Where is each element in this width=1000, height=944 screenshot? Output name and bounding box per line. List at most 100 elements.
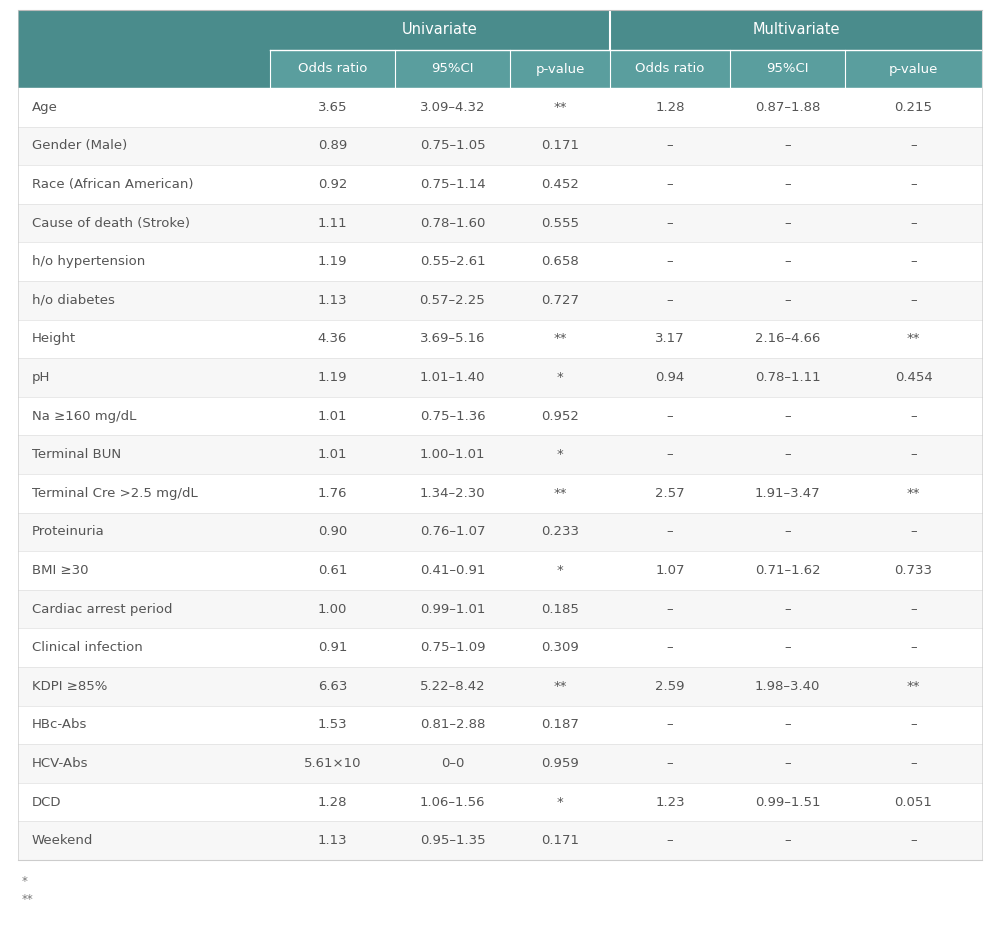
Text: Odds ratio: Odds ratio — [298, 62, 367, 76]
Text: 0.75–1.36: 0.75–1.36 — [420, 410, 485, 423]
Text: 3.17: 3.17 — [655, 332, 685, 346]
Text: 0.187: 0.187 — [541, 718, 579, 732]
Text: 3.09–4.32: 3.09–4.32 — [420, 101, 485, 114]
Text: –: – — [667, 140, 673, 152]
Text: –: – — [667, 294, 673, 307]
Text: 0.57–2.25: 0.57–2.25 — [420, 294, 485, 307]
Text: 1.28: 1.28 — [655, 101, 685, 114]
Text: –: – — [910, 140, 917, 152]
Bar — [510, 50, 610, 88]
Text: 0.233: 0.233 — [541, 526, 579, 538]
Text: –: – — [910, 216, 917, 229]
Text: 0.75–1.09: 0.75–1.09 — [420, 641, 485, 654]
Text: 0.171: 0.171 — [541, 834, 579, 847]
Bar — [18, 705, 982, 744]
Text: 0.733: 0.733 — [895, 564, 932, 577]
Bar — [18, 821, 982, 860]
Text: 0.90: 0.90 — [318, 526, 347, 538]
Text: 2.16–4.66: 2.16–4.66 — [755, 332, 820, 346]
Text: Gender (Male): Gender (Male) — [32, 140, 127, 152]
Text: –: – — [910, 718, 917, 732]
Bar — [18, 783, 982, 821]
Text: –: – — [667, 718, 673, 732]
Bar — [18, 629, 982, 667]
Text: 0.75–1.14: 0.75–1.14 — [420, 178, 485, 191]
Text: Multivariate: Multivariate — [752, 23, 840, 38]
Text: –: – — [910, 255, 917, 268]
Text: –: – — [784, 410, 791, 423]
Text: –: – — [667, 834, 673, 847]
Bar — [18, 396, 982, 435]
Text: Clinical infection: Clinical infection — [32, 641, 143, 654]
Text: –: – — [910, 294, 917, 307]
Text: 0.99–1.51: 0.99–1.51 — [755, 796, 820, 809]
Text: –: – — [667, 410, 673, 423]
Text: –: – — [784, 140, 791, 152]
Text: 1.00: 1.00 — [318, 602, 347, 615]
Text: h/o diabetes: h/o diabetes — [32, 294, 115, 307]
Text: Proteinuria: Proteinuria — [32, 526, 105, 538]
Text: –: – — [667, 448, 673, 462]
Text: 0.555: 0.555 — [541, 216, 579, 229]
Bar — [18, 126, 982, 165]
Text: 0.87–1.88: 0.87–1.88 — [755, 101, 820, 114]
Text: 0.81–2.88: 0.81–2.88 — [420, 718, 485, 732]
Text: 0.55–2.61: 0.55–2.61 — [420, 255, 485, 268]
Text: *: * — [557, 564, 563, 577]
Text: KDPI ≥85%: KDPI ≥85% — [32, 680, 107, 693]
Text: 1.19: 1.19 — [318, 255, 347, 268]
Text: –: – — [784, 757, 791, 770]
Text: 1.91–3.47: 1.91–3.47 — [755, 487, 820, 499]
Text: Cause of death (Stroke): Cause of death (Stroke) — [32, 216, 190, 229]
Bar — [18, 243, 982, 281]
Text: 0.658: 0.658 — [541, 255, 579, 268]
Text: 1.23: 1.23 — [655, 796, 685, 809]
Text: 1.98–3.40: 1.98–3.40 — [755, 680, 820, 693]
Text: 0–0: 0–0 — [441, 757, 464, 770]
Text: –: – — [910, 641, 917, 654]
Text: 0.89: 0.89 — [318, 140, 347, 152]
Text: –: – — [784, 294, 791, 307]
Text: 0.171: 0.171 — [541, 140, 579, 152]
Text: –: – — [784, 448, 791, 462]
Text: 0.78–1.11: 0.78–1.11 — [755, 371, 820, 384]
Text: 0.41–0.91: 0.41–0.91 — [420, 564, 485, 577]
Text: –: – — [784, 216, 791, 229]
Text: 0.95–1.35: 0.95–1.35 — [420, 834, 485, 847]
Text: 0.452: 0.452 — [541, 178, 579, 191]
Text: 1.01–1.40: 1.01–1.40 — [420, 371, 485, 384]
Text: *: * — [557, 371, 563, 384]
Text: 1.07: 1.07 — [655, 564, 685, 577]
Text: –: – — [667, 641, 673, 654]
Text: **: ** — [907, 332, 920, 346]
Bar — [18, 50, 270, 88]
Text: 1.53: 1.53 — [318, 718, 347, 732]
Text: –: – — [784, 526, 791, 538]
Bar — [18, 10, 982, 50]
Text: HBc-Abs: HBc-Abs — [32, 718, 87, 732]
Bar — [18, 474, 982, 513]
Text: –: – — [910, 757, 917, 770]
Text: Univariate: Univariate — [402, 23, 478, 38]
Text: **: ** — [553, 101, 567, 114]
Bar — [18, 744, 982, 783]
Bar — [18, 204, 982, 243]
Bar — [18, 551, 982, 590]
Text: 0.051: 0.051 — [895, 796, 932, 809]
Text: 2.57: 2.57 — [655, 487, 685, 499]
Text: Na ≥160 mg/dL: Na ≥160 mg/dL — [32, 410, 136, 423]
Text: pH: pH — [32, 371, 50, 384]
Bar — [18, 320, 982, 358]
Bar — [18, 513, 982, 551]
Text: Terminal Cre >2.5 mg/dL: Terminal Cre >2.5 mg/dL — [32, 487, 198, 499]
Text: Terminal BUN: Terminal BUN — [32, 448, 121, 462]
Text: 3.65: 3.65 — [318, 101, 347, 114]
Text: 0.215: 0.215 — [895, 101, 932, 114]
Bar — [18, 281, 982, 320]
Text: 1.76: 1.76 — [318, 487, 347, 499]
Bar — [18, 590, 982, 629]
Text: **: ** — [907, 680, 920, 693]
Text: –: – — [910, 834, 917, 847]
Text: 2.59: 2.59 — [655, 680, 685, 693]
Bar — [18, 88, 982, 126]
